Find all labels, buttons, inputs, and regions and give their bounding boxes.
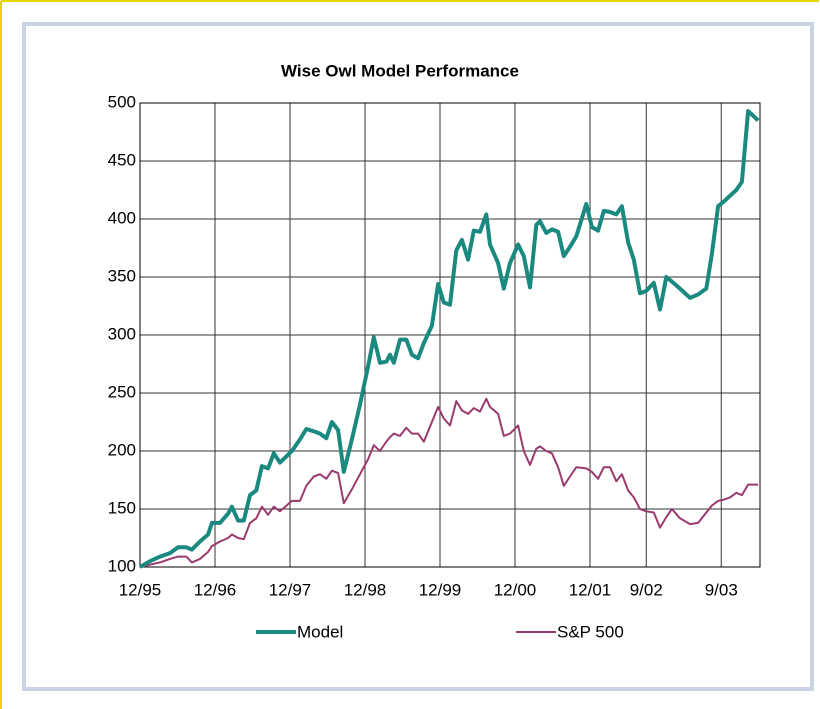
- series-line: [139, 397, 759, 568]
- y-tick-label: 150: [108, 498, 136, 517]
- x-tick-label: 12/97: [269, 580, 312, 599]
- y-tick-label: 400: [108, 208, 136, 227]
- x-tick-label: 12/98: [344, 580, 387, 599]
- x-tick-label: 12/99: [419, 580, 462, 599]
- y-tick-label: 500: [108, 92, 136, 111]
- y-tick-label: 200: [108, 440, 136, 459]
- y-tick-label: 300: [108, 324, 136, 343]
- x-tick-label: 9/02: [630, 580, 663, 599]
- plot-frame: [139, 102, 761, 568]
- legend-label: S&P 500: [557, 622, 624, 641]
- y-tick-label: 100: [108, 556, 136, 575]
- x-tick-label: 12/00: [494, 580, 537, 599]
- x-tick-label: 12/95: [119, 580, 162, 599]
- series-line: [138, 109, 760, 569]
- chart-title: Wise Owl Model Performance: [281, 61, 519, 80]
- x-tick-label: 12/01: [569, 580, 612, 599]
- x-tick-label: 12/96: [194, 580, 237, 599]
- y-tick-label: 250: [108, 382, 136, 401]
- y-tick-label: 450: [108, 150, 136, 169]
- x-tick-label: 9/03: [705, 580, 738, 599]
- y-tick-label: 350: [108, 266, 136, 285]
- legend-label: Model: [297, 622, 343, 641]
